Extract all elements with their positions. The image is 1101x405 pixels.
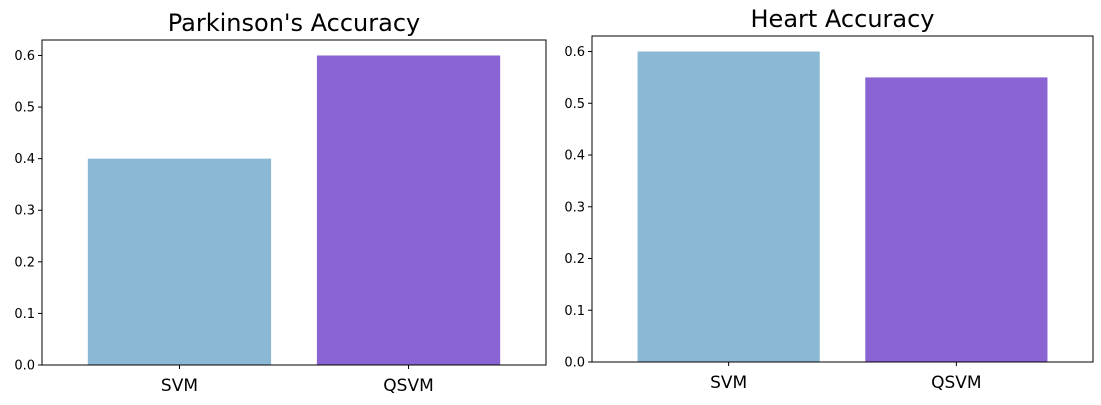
y-tick-label: 0.5	[564, 97, 585, 112]
chart-title: Heart Accuracy	[751, 5, 935, 33]
y-tick-label: 0.0	[14, 359, 35, 374]
x-tick-label: QSVM	[931, 373, 981, 393]
y-tick-label: 0.4	[14, 152, 35, 167]
x-tick-label: SVM	[710, 373, 747, 393]
y-tick-label: 0.1	[564, 304, 585, 319]
y-tick-label: 0.2	[564, 252, 585, 267]
y-tick-label: 0.0	[564, 356, 585, 371]
plot-frame	[41, 39, 547, 366]
chart-parkinsons-accuracy: Parkinson's Accuracy SVM QSVM 0.0 0.1 0.2 0.3 0…	[14, 9, 547, 396]
bar-qsvm	[865, 77, 1048, 363]
bar-qsvm	[316, 55, 501, 365]
y-tick-label: 0.1	[14, 307, 35, 322]
y-tick-label: 0.6	[14, 49, 35, 64]
y-tick-label: 0.5	[14, 101, 35, 116]
y-tick-label: 0.3	[564, 200, 585, 215]
y-tick-label: 0.2	[14, 255, 35, 270]
x-tick-label: QSVM	[383, 376, 433, 396]
y-tick-label: 0.3	[14, 204, 35, 219]
y-tick-label: 0.6	[564, 45, 585, 60]
chart-heart-accuracy: Heart Accuracy SVM QSVM 0.0 0.1 0.2 0.3 0.4 0.5 0…	[564, 5, 1094, 393]
bar-svm	[637, 51, 820, 363]
bar-svm	[87, 158, 272, 365]
y-tick-label: 0.4	[564, 149, 585, 164]
chart-title: Parkinson's Accuracy	[168, 9, 420, 37]
x-tick-label: SVM	[161, 376, 198, 396]
plot-frame	[591, 35, 1094, 363]
